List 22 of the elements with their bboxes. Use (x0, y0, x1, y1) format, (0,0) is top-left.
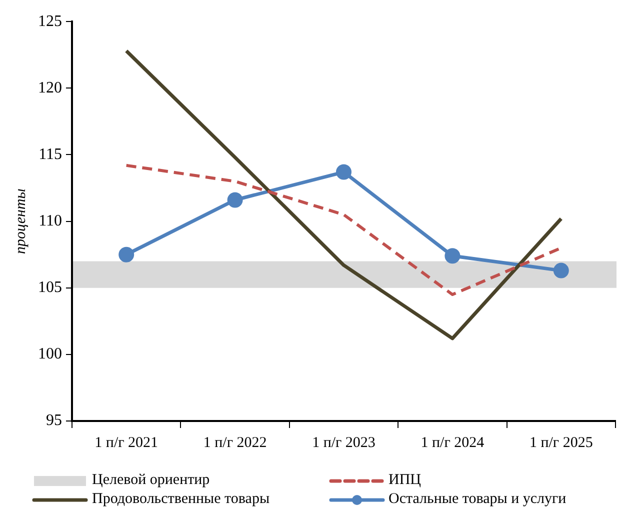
y-tick-label: 125 (38, 12, 62, 30)
x-tick-label: 1 п/г 2024 (420, 434, 485, 451)
legend-label: ИПЦ (388, 472, 421, 489)
y-tick-label: 120 (38, 79, 62, 96)
x-tick-label: 1 п/г 2021 (94, 434, 158, 451)
legend-label: Продовольственные товары (92, 491, 270, 508)
y-axis-title: проценты (12, 188, 29, 254)
y-tick-label: 115 (38, 146, 62, 163)
point (118, 246, 134, 262)
x-tick-label: 1 п/г 2022 (203, 434, 267, 451)
y-tick-label: 110 (38, 212, 62, 230)
y-tick-label: 100 (38, 346, 62, 363)
point (444, 248, 460, 264)
x-tick-label: 1 п/г 2025 (529, 434, 593, 451)
legend-label: Целевой ориентир (92, 472, 210, 489)
point (336, 164, 352, 180)
x-tick-label: 1 п/г 2023 (312, 434, 376, 451)
legend-label: Остальные товары и услуги (388, 491, 566, 508)
y-tick-label: 95 (46, 412, 62, 430)
point (227, 192, 243, 208)
point (553, 262, 569, 278)
y-tick-label: 105 (38, 279, 62, 296)
